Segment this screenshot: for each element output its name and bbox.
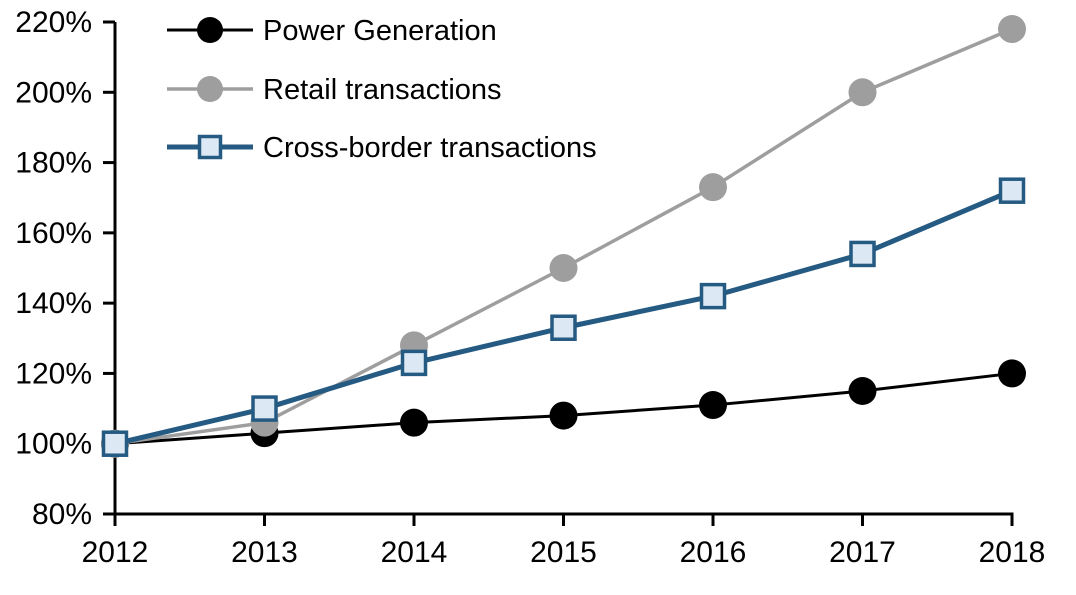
data-point-power-generation <box>549 401 578 430</box>
data-point-power-generation <box>998 359 1026 388</box>
x-tick-label: 2014 <box>381 536 448 569</box>
x-tick-label: 2013 <box>231 536 298 569</box>
data-point-retail-transactions <box>848 78 877 107</box>
series-line-retail-transactions <box>113 27 1014 446</box>
y-tick-label: 160% <box>15 217 92 250</box>
legend-marker-icon-cross-border-transactions <box>197 134 223 160</box>
data-point-retail-transactions <box>699 173 727 202</box>
data-point-power-generation <box>699 391 727 420</box>
legend-marker-icon-power-generation <box>197 17 223 43</box>
data-point-cross-border-transactions <box>550 314 577 341</box>
x-tick-label: 2015 <box>530 536 597 569</box>
y-tick-label: 180% <box>15 147 92 180</box>
data-point-cross-border-transactions <box>400 349 428 377</box>
legend-label-retail-transactions: Retail transactions <box>263 74 502 106</box>
x-tick-label: 2018 <box>979 536 1046 569</box>
data-point-power-generation <box>400 408 428 437</box>
y-tick-label: 220% <box>15 6 92 39</box>
y-tick-label: 200% <box>15 76 92 109</box>
x-tick-label: 2017 <box>829 536 896 569</box>
x-tick-label: 2012 <box>82 536 149 569</box>
y-tick-label: 120% <box>15 357 92 390</box>
data-point-cross-border-transactions <box>251 395 278 422</box>
data-point-cross-border-transactions <box>998 177 1026 204</box>
legend-marker-icon-retail-transactions <box>197 76 223 102</box>
x-tick-label: 2016 <box>680 536 747 569</box>
legend-label-cross-border-transactions: Cross-border transactions <box>263 132 597 164</box>
data-point-cross-border-transactions <box>699 282 727 310</box>
y-tick-label: 140% <box>15 287 92 320</box>
legend-label-power-generation: Power Generation <box>263 15 497 47</box>
data-point-cross-border-transactions <box>849 240 876 268</box>
data-point-cross-border-transactions <box>101 430 129 457</box>
y-tick-label: 100% <box>15 428 92 461</box>
data-point-retail-transactions <box>549 254 578 282</box>
data-point-power-generation <box>848 377 877 405</box>
y-tick-label: 80% <box>32 498 92 531</box>
data-point-retail-transactions <box>998 15 1026 44</box>
